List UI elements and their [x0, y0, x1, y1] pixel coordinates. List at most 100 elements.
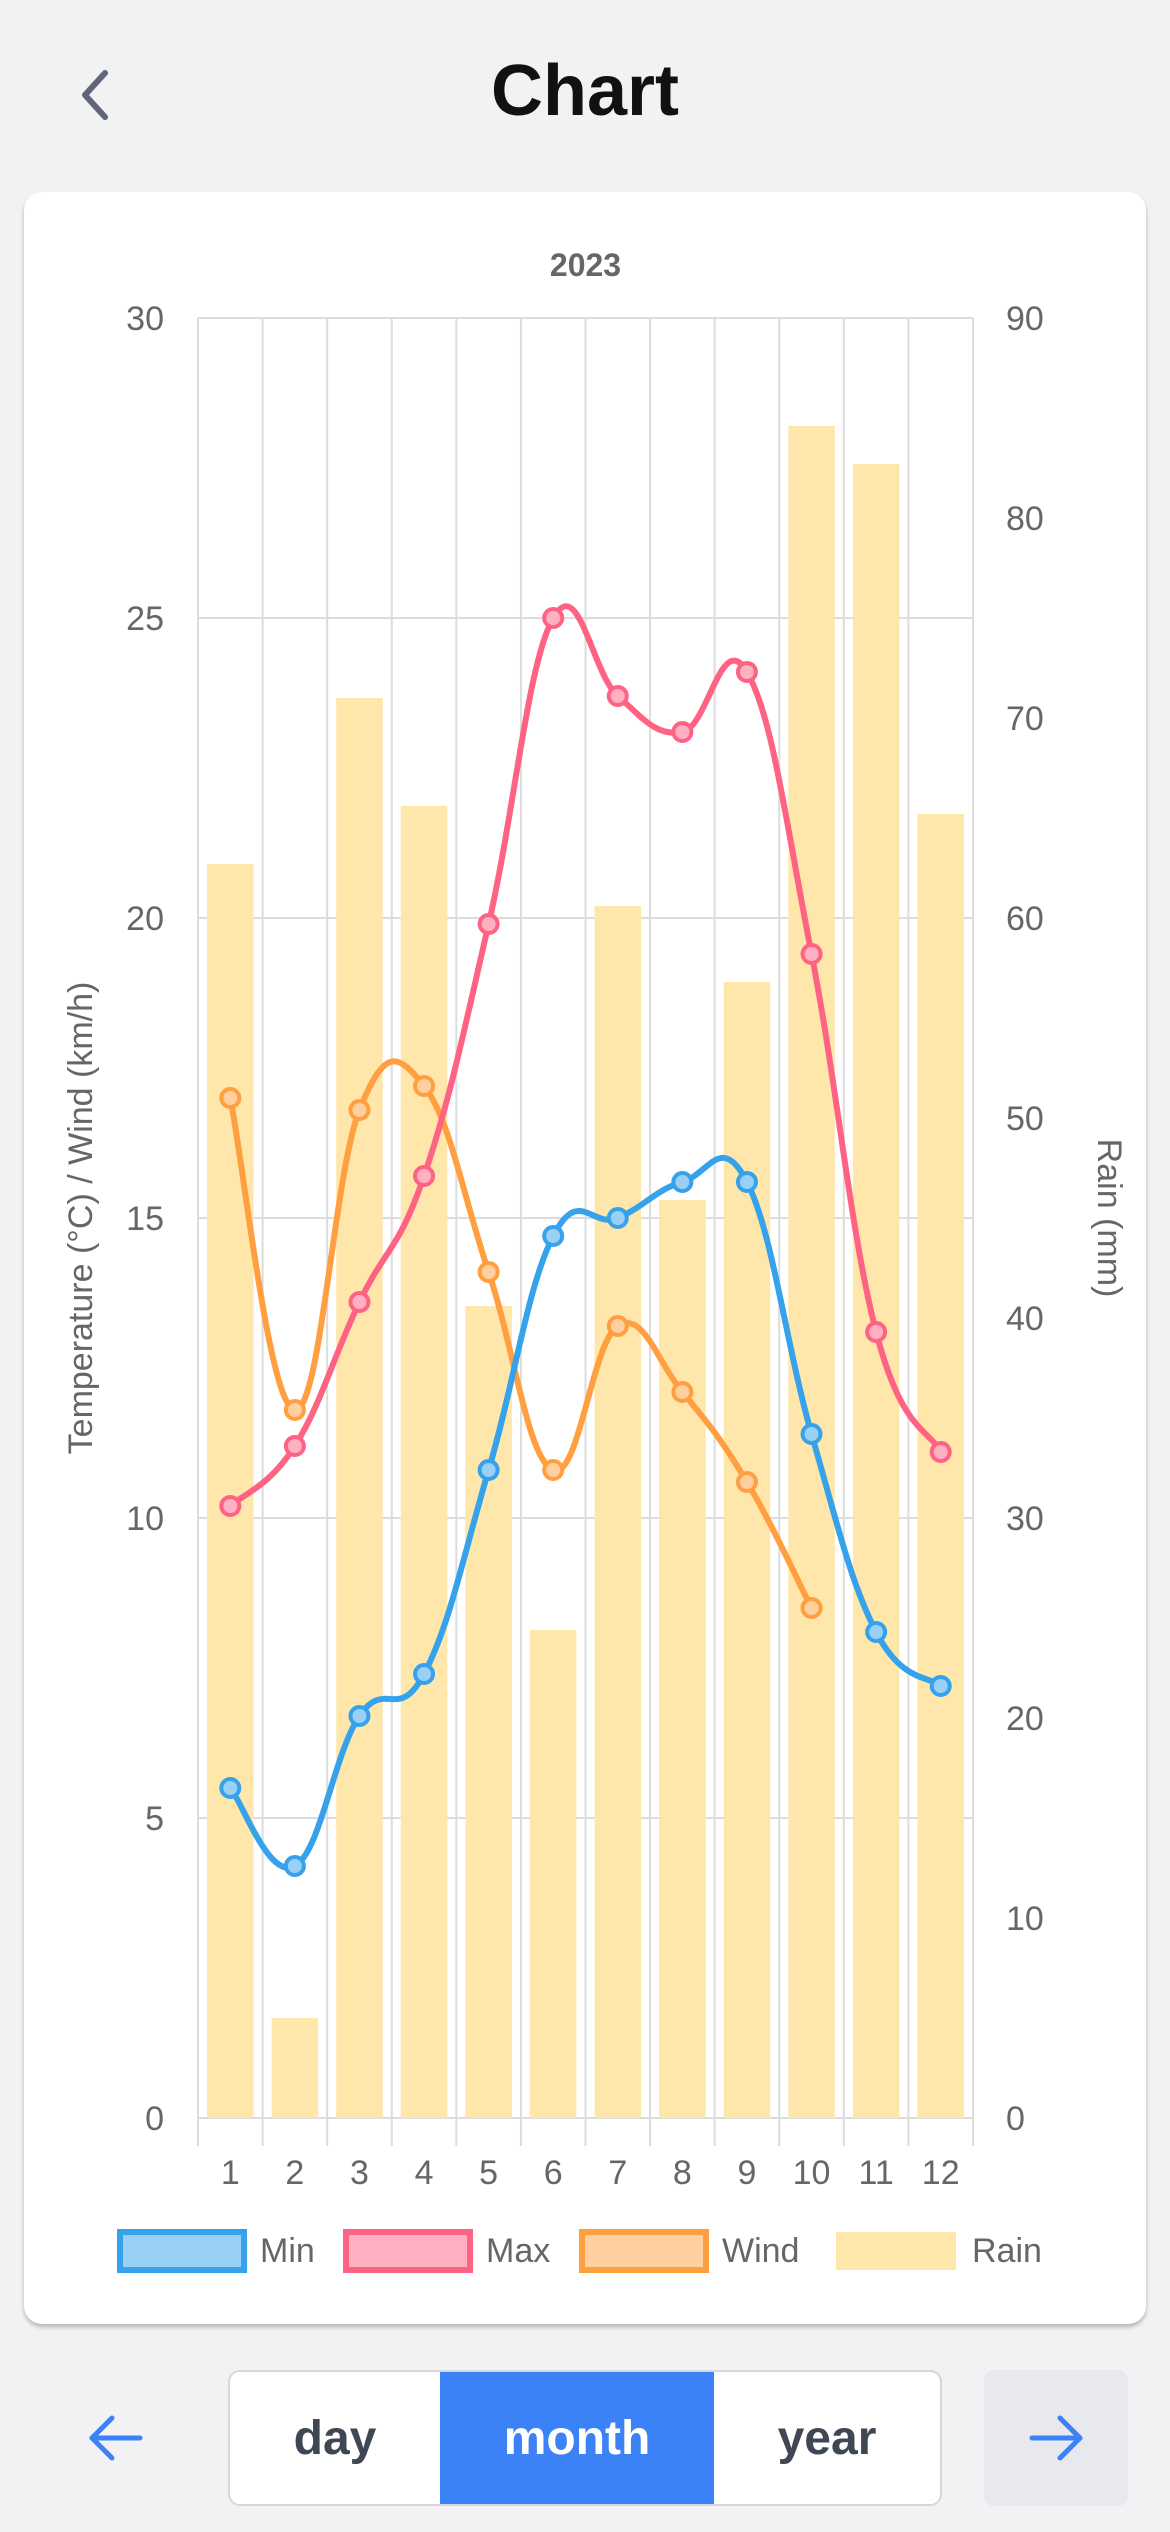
min-point [735, 1171, 758, 1193]
min-point [671, 1171, 694, 1193]
max-point [671, 721, 694, 743]
y-left-tick-label: 20 [126, 900, 164, 938]
legend-swatch-min [117, 2229, 247, 2273]
period-day-button[interactable]: day [293, 2411, 377, 2465]
chart-title: 2023 [550, 247, 621, 283]
min-point [477, 1459, 500, 1481]
y-right-tick-label: 90 [1006, 300, 1044, 338]
min-point [865, 1621, 888, 1643]
min-point [542, 1225, 565, 1247]
max-point [929, 1441, 952, 1463]
wind-series [219, 1058, 823, 1619]
y-left-tick-label: 30 [126, 300, 164, 338]
max-point [606, 685, 629, 707]
page-title: Chart [490, 51, 679, 131]
next-button[interactable] [984, 2370, 1128, 2506]
max-point [219, 1495, 242, 1517]
y-right-tick-label: 60 [1006, 900, 1044, 938]
max-point [413, 1165, 436, 1187]
y-right-tick-label: 30 [1006, 1500, 1044, 1538]
rain-bar [594, 906, 642, 2118]
y-right-tick-label: 0 [1006, 2100, 1025, 2138]
max-point [735, 661, 758, 683]
chevron-left-icon [82, 70, 108, 120]
period-month-button[interactable]: month [440, 2372, 714, 2504]
x-tick-label: 4 [415, 2154, 434, 2192]
max-line [227, 603, 944, 1509]
min-point [413, 1663, 436, 1685]
max-point [283, 1435, 306, 1457]
wind-point [348, 1099, 371, 1121]
legend-label-max: Max [486, 2232, 550, 2270]
arrow-right-icon [1029, 2415, 1083, 2461]
y-left-tick-label: 10 [126, 1500, 164, 1538]
rain-bar [400, 806, 448, 2118]
y-left-tick-label: 15 [126, 1200, 164, 1238]
legend: Min Max Wind Rain [117, 2229, 1042, 2273]
x-tick-label: 3 [350, 2154, 369, 2192]
wind-point [542, 1459, 565, 1481]
legend-label-wind: Wind [722, 2232, 799, 2270]
arrow-left-icon [89, 2415, 143, 2461]
rain-bar [271, 2018, 319, 2118]
max-point [348, 1291, 371, 1313]
y-left-axis-label: Temperature (°C) / Wind (km/h) [62, 982, 100, 1455]
x-tick-label: 7 [608, 2154, 627, 2192]
y-right-tick-label: 20 [1006, 1700, 1044, 1738]
y-right-tick-label: 10 [1006, 1900, 1044, 1938]
y-left-tick-label: 25 [126, 600, 164, 638]
x-tick-label: 12 [922, 2154, 960, 2192]
rain-bar [852, 464, 900, 2118]
x-tick-label: 6 [544, 2154, 563, 2192]
min-point [800, 1423, 823, 1445]
y-right-tick-label: 70 [1006, 700, 1044, 738]
back-button[interactable] [60, 60, 130, 130]
wind-point [219, 1087, 242, 1109]
max-point [800, 943, 823, 965]
legend-swatch-max [343, 2229, 473, 2273]
rain-bar [723, 982, 771, 2118]
wind-point [800, 1597, 823, 1619]
max-point [865, 1321, 888, 1343]
chart-card: 2023 0 5 10 15 20 25 30 0 10 20 30 40 50 60 70 80 90 1 2 3 4 5… [24, 192, 1146, 2324]
period-year-button[interactable]: year [777, 2411, 877, 2465]
x-tick-label: 8 [673, 2154, 692, 2192]
period-selector: day month year [228, 2370, 942, 2506]
y-left-tick-label: 5 [145, 1800, 164, 1838]
wind-point [606, 1315, 629, 1337]
x-tick-label: 10 [793, 2154, 831, 2192]
legend-label-min: Min [260, 2232, 315, 2270]
wind-point [283, 1399, 306, 1421]
y-right-axis-label: Rain (mm) [1090, 1139, 1128, 1298]
y-right-tick-label: 80 [1006, 500, 1044, 538]
rain-bars [207, 426, 964, 2118]
min-point [283, 1855, 306, 1877]
wind-point [477, 1261, 500, 1283]
min-point [929, 1675, 952, 1697]
max-series [219, 603, 952, 1517]
y-right-tick-label: 40 [1006, 1300, 1044, 1338]
max-point [477, 913, 500, 935]
x-tick-label: 5 [479, 2154, 498, 2192]
wind-point [671, 1381, 694, 1403]
rain-bar [336, 698, 383, 2118]
legend-swatch-wind [579, 2229, 709, 2273]
min-point [219, 1777, 242, 1799]
max-point [542, 607, 565, 629]
rain-bar [659, 1200, 706, 2118]
y-left-tick-label: 0 [145, 2100, 164, 2138]
y-right-tick-label: 50 [1006, 1100, 1044, 1138]
grid [197, 317, 974, 2146]
period-navigation: day month year [0, 2370, 1170, 2510]
legend-swatch-rain [836, 2232, 956, 2270]
rain-bar [465, 1306, 512, 2118]
previous-button[interactable] [44, 2370, 188, 2506]
rain-bar [917, 814, 964, 2118]
x-tick-label: 2 [285, 2154, 304, 2192]
rain-bar [788, 426, 835, 2118]
x-tick-label: 1 [221, 2154, 240, 2192]
min-point [348, 1705, 371, 1727]
rain-bar [207, 864, 254, 2118]
legend-label-rain: Rain [972, 2232, 1042, 2270]
